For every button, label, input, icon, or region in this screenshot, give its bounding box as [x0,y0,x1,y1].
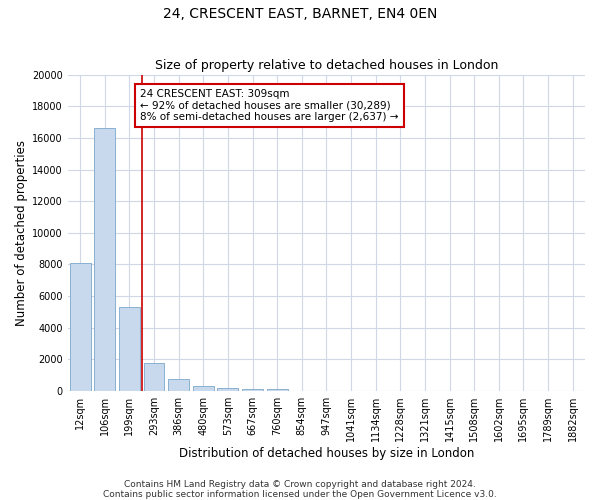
Bar [217,388,238,391]
Text: 24 CRESCENT EAST: 309sqm
← 92% of detached houses are smaller (30,289)
8% of sem: 24 CRESCENT EAST: 309sqm ← 92% of detach… [140,89,398,122]
Bar [119,307,140,391]
Bar [168,379,189,391]
Y-axis label: Number of detached properties: Number of detached properties [15,140,28,326]
Text: 24, CRESCENT EAST, BARNET, EN4 0EN: 24, CRESCENT EAST, BARNET, EN4 0EN [163,8,437,22]
Bar [94,128,115,391]
Text: Contains HM Land Registry data © Crown copyright and database right 2024.
Contai: Contains HM Land Registry data © Crown c… [103,480,497,499]
Title: Size of property relative to detached houses in London: Size of property relative to detached ho… [155,59,498,72]
Bar [242,388,263,391]
Bar [266,388,287,391]
Bar [70,263,91,391]
Bar [143,362,164,391]
Bar [193,386,214,391]
X-axis label: Distribution of detached houses by size in London: Distribution of detached houses by size … [179,447,474,460]
